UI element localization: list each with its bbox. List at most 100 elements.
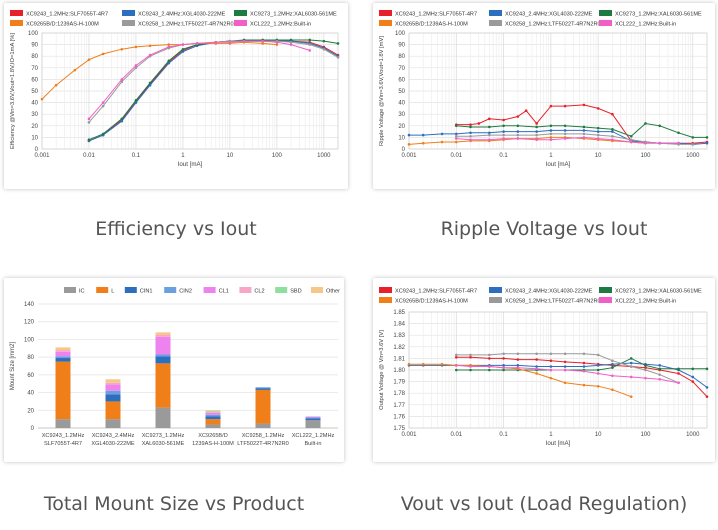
ripple-data-point [644,122,647,125]
ripple-y-axis-title: Ripple Voltage @Vin=3.6V,Vout=1.8V [mV] [379,36,385,146]
ripple-legend-swatch [489,20,502,26]
ripple-series-line [456,133,693,145]
vout-data-point [469,365,472,368]
vout-data-point [516,366,520,369]
efficiency-data-point [289,40,293,44]
mount-category-label: XCL222_1.2MHz [292,433,335,439]
ripple-chart: XC9243_1.2MHz:SLF7055T-4R7 XC9243_2.4MHz:… [379,10,709,168]
efficiency-data-point [242,39,246,43]
ripple-data-point [440,140,444,144]
efficiency-series-line [88,40,339,123]
vout-data-point [596,364,600,367]
ripple-data-point [488,131,491,135]
vout-data-point [563,360,567,364]
mount-legend-swatch [203,287,216,293]
mount-bar-segment [55,356,71,359]
ripple-caption: Ripple Voltage vs Iout [440,218,648,240]
mount-bar-segment [305,417,321,419]
ripple-data-point [582,132,586,136]
efficiency-data-point [120,119,124,123]
vout-data-point [582,383,586,387]
vout-legend-swatch [599,287,612,293]
ripple-xtick-label: 0.1 [499,153,508,159]
mount-bar-segment [205,424,221,428]
efficiency-data-point [308,38,312,42]
vout-data-point [596,353,600,357]
mount-bar-segment [155,335,171,337]
efficiency-data-point [73,68,77,72]
efficiency-ytick-label: 80 [31,54,38,60]
ripple-legend-swatch [599,10,612,16]
ripple-data-point [611,112,614,116]
efficiency-ytick-label: 20 [31,124,38,130]
vout-ytick-label: 1.76 [393,414,405,420]
vout-data-point [421,362,425,366]
vout-panel: XC9243_1.2MHz:SLF7055T-4R7 XC9243_2.4MHz:… [373,278,715,462]
mount-bar-segment [105,379,121,383]
vout-data-point [691,375,695,379]
vout-data-point [454,368,458,372]
efficiency-data-point [101,101,105,104]
mount-ytick-label: 140 [24,302,35,308]
vout-data-point [563,352,567,356]
mount-legend-label: CIN1 [140,289,153,295]
mount-legend-label: IC [79,289,85,295]
efficiency-legend-label: XC9243_1.2MHz:SLF7055T-4R7 [26,12,108,18]
efficiency-ytick-label: 10 [31,135,38,141]
vout-data-point [549,352,553,356]
vout-legend-swatch [599,297,612,303]
ripple-data-point [516,130,520,133]
ripple-data-point [549,129,553,132]
mount-legend-swatch [275,287,288,293]
mount-legend-label: CIN2 [179,289,192,295]
vout-data-point [658,377,662,381]
vout-data-point [611,374,614,378]
vout-data-point [516,364,520,367]
efficiency-data-point [120,117,124,121]
vout-legend-swatch [379,297,392,303]
vout-legend-label: XC9243_2.4MHz:XGL4030-222ME [505,289,593,295]
mount-ytick-label: 60 [27,373,34,379]
vout-data-point [596,384,600,388]
ripple-data-point [407,133,411,137]
efficiency-data-point [167,59,171,63]
vout-data-point [454,353,458,357]
vout-legend-label: XC9265B/D:1239AS-H-100M [395,299,468,305]
vout-data-point [611,359,614,363]
ripple-ytick-label: 40 [398,101,405,107]
ripple-data-point [516,124,520,128]
vout-data-point [582,369,586,373]
efficiency-data-point [134,45,138,49]
efficiency-ytick-label: 90 [31,43,38,49]
vout-data-point [596,372,600,375]
vout-data-point [677,367,680,371]
vout-data-point [677,372,680,375]
vout-legend-swatch [379,287,392,293]
ripple-data-point [469,123,472,126]
vout-ytick-label: 1.84 [393,322,405,328]
vout-data-point [629,365,633,368]
ripple-ytick-label: 20 [398,124,405,130]
vout-ytick-label: 1.78 [393,391,405,397]
ripple-data-point [582,125,586,129]
mount-category-label: SLF7055T-4R7 [44,441,82,447]
mount-bar-segment [205,414,221,417]
efficiency-ytick-label: 100 [28,31,39,37]
ripple-xtick-label: 100 [640,153,651,159]
ripple-data-point [469,138,472,142]
ripple-data-point [582,136,586,139]
vout-data-point [629,361,633,365]
vout-xtick-label: 10 [595,432,602,438]
vout-data-point [549,368,553,372]
mount-bar-segment [305,418,321,421]
mount-chart: IC L CIN1 CIN2 CL1 CL2 SBD Other 0 20 40 60 80 100 120… [10,287,340,447]
vout-xtick-label: 100 [640,432,651,438]
ripple-data-point [677,131,680,135]
vout-data-point [535,367,538,371]
ripple-data-point [454,137,458,140]
vout-data-point [549,365,553,368]
ripple-data-point [549,124,553,128]
mount-bar-segment [205,412,221,413]
mount-legend-swatch [124,287,137,293]
ripple-data-point [611,138,614,142]
